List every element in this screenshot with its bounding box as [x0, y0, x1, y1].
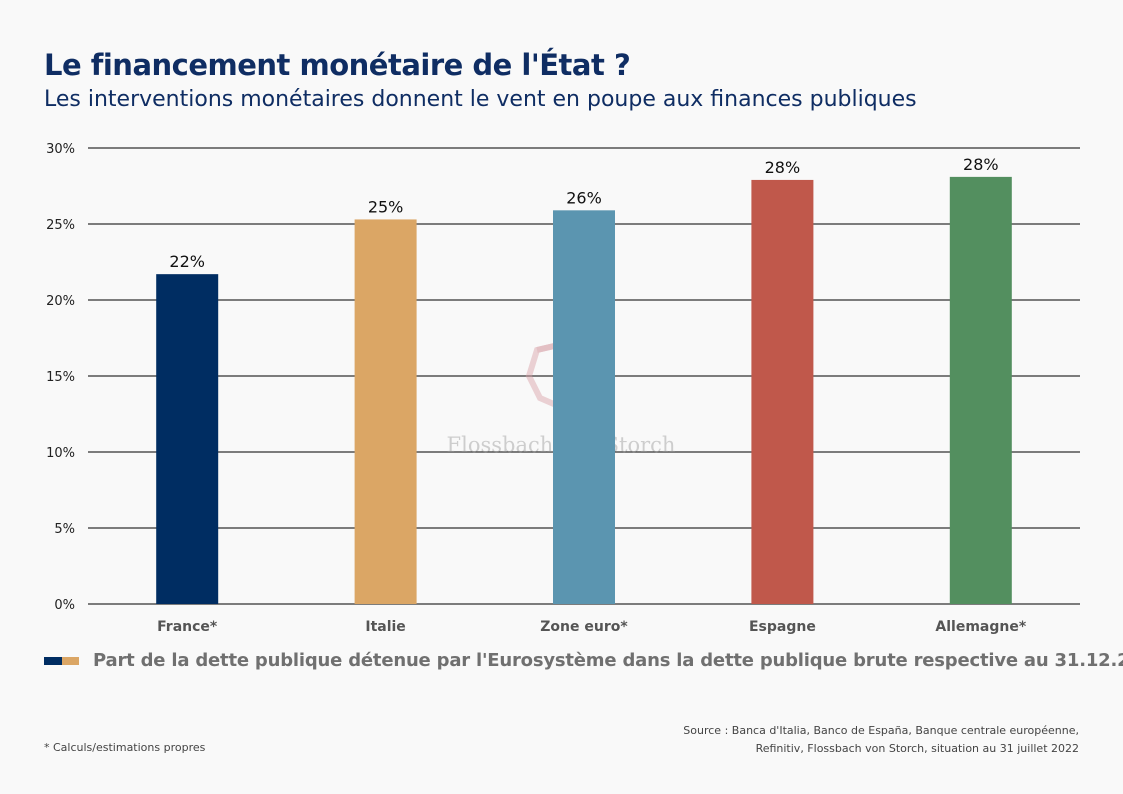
value-labels: 22% 25% 26% 28% 28%	[169, 155, 998, 271]
y-tick-label: 5%	[54, 522, 75, 537]
legend-label: Part de la dette publique détenue par l'…	[93, 650, 1123, 671]
bars	[156, 176, 1012, 605]
y-tick-label: 15%	[46, 370, 75, 385]
y-tick-label: 20%	[46, 294, 75, 309]
x-tick-label: Allemagne*	[935, 619, 1026, 635]
data-label: 28%	[963, 155, 999, 174]
bar	[354, 219, 417, 604]
y-tick-label: 0%	[54, 598, 75, 613]
x-tick-label: France*	[157, 619, 218, 635]
legend-swatch	[44, 656, 79, 665]
bar	[156, 274, 219, 604]
legend-swatch-gold	[61, 656, 79, 665]
y-tick-label: 10%	[46, 446, 75, 461]
x-tick-label: Zone euro*	[540, 619, 628, 635]
bar	[949, 176, 1012, 604]
source-note: Source : Banca d'Italia, Banco de España…	[683, 722, 1079, 758]
y-tick-label: 30%	[46, 142, 75, 157]
chart-subtitle: Les interventions monétaires donnent le …	[44, 87, 917, 112]
source-line-1: Source : Banca d'Italia, Banco de España…	[683, 724, 1079, 737]
footnote: * Calculs/estimations propres	[44, 741, 206, 754]
data-label: 22%	[169, 252, 205, 271]
chart-title: Le financement monétaire de l'État ?	[44, 48, 631, 82]
bar	[751, 179, 814, 605]
source-line-2: Refinitiv, Flossbach von Storch, situati…	[755, 742, 1079, 755]
data-label: 28%	[765, 158, 801, 177]
legend: Part de la dette publique détenue par l'…	[44, 650, 1123, 671]
bar	[553, 210, 615, 604]
x-axis: France* Italie Zone euro* Espagne Allemagne*	[157, 619, 1027, 635]
data-label: 25%	[368, 197, 404, 216]
y-tick-label: 25%	[46, 218, 75, 233]
grid-lines: 0% 5% 10% 15% 20% 25% 30%	[46, 142, 1080, 613]
data-label: 26%	[566, 188, 602, 207]
x-tick-label: Italie	[365, 619, 405, 635]
legend-swatch-navy	[44, 656, 62, 665]
x-tick-label: Espagne	[749, 619, 816, 635]
